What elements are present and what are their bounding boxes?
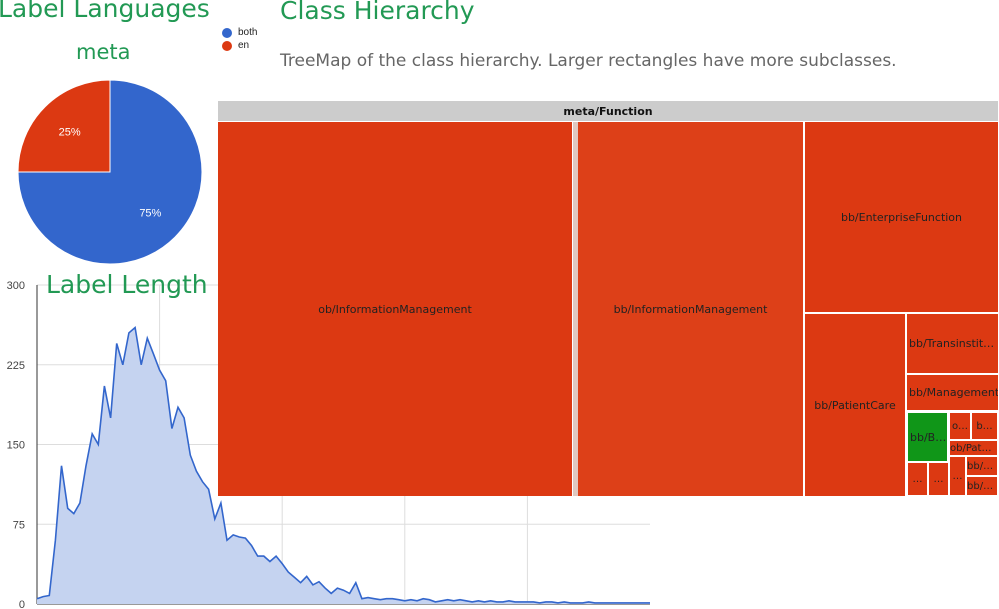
treemap-cell[interactable]: o… bbox=[949, 412, 971, 440]
treemap-cell-divider bbox=[573, 122, 578, 496]
y-tick-label: 300 bbox=[7, 280, 25, 292]
treemap-cell[interactable]: bb/… bbox=[966, 476, 998, 496]
treemap-cell[interactable]: … bbox=[949, 456, 966, 496]
y-tick-label: 225 bbox=[7, 360, 25, 372]
y-tick-label: 0 bbox=[19, 599, 25, 609]
legend-item-en[interactable]: en bbox=[222, 39, 257, 52]
label-languages-pie-chart: 75% 25% bbox=[17, 79, 203, 265]
y-tick-label: 150 bbox=[7, 440, 25, 452]
treemap-cell[interactable]: … bbox=[907, 462, 928, 496]
treemap-cell[interactable]: bb/EnterpriseFunction bbox=[805, 122, 998, 313]
label-length-series-line[interactable] bbox=[36, 325, 650, 604]
legend-label-en: en bbox=[238, 40, 250, 51]
legend-item-both[interactable]: both bbox=[222, 26, 257, 39]
legend-label-both: both bbox=[238, 27, 258, 38]
pie-legend: both en bbox=[222, 26, 257, 52]
label-languages-title: Label Languages bbox=[0, 0, 210, 23]
treemap-cell[interactable]: … bbox=[928, 462, 949, 496]
pie-slice-both[interactable] bbox=[17, 79, 203, 265]
label-length-area bbox=[37, 327, 650, 604]
treemap-cell[interactable]: bb/InformationManagement bbox=[578, 122, 804, 496]
treemap-cell[interactable]: bb/PatientCare bbox=[805, 314, 906, 496]
legend-swatch-both bbox=[222, 27, 232, 38]
pie-slice-label: 75% bbox=[139, 207, 161, 219]
treemap-cell[interactable]: b… bbox=[971, 412, 998, 440]
treemap-cell[interactable]: bb/Management bbox=[907, 375, 998, 411]
class-hierarchy-treemap[interactable]: meta/Function ob/InformationManagement b… bbox=[218, 101, 998, 496]
pie-chart-title: meta bbox=[76, 40, 131, 64]
treemap-cell[interactable]: ob/Pat… bbox=[949, 440, 998, 456]
treemap-cell[interactable]: ob/InformationManagement bbox=[218, 122, 573, 496]
y-tick-label: 75 bbox=[13, 519, 25, 531]
class-hierarchy-description: TreeMap of the class hierarchy. Larger r… bbox=[280, 51, 897, 71]
treemap-cell[interactable]: bb/B… bbox=[907, 412, 948, 462]
treemap-cell[interactable]: bb/Transinstit… bbox=[907, 314, 998, 374]
treemap-cell[interactable]: bb/… bbox=[966, 456, 998, 476]
legend-swatch-en bbox=[222, 40, 232, 51]
pie-slice-en[interactable] bbox=[17, 79, 111, 173]
label-length-title: Label Length bbox=[46, 270, 208, 299]
pie-slice-label: 25% bbox=[59, 127, 81, 139]
treemap-root-header[interactable]: meta/Function bbox=[218, 101, 998, 121]
class-hierarchy-title: Class Hierarchy bbox=[280, 0, 475, 25]
